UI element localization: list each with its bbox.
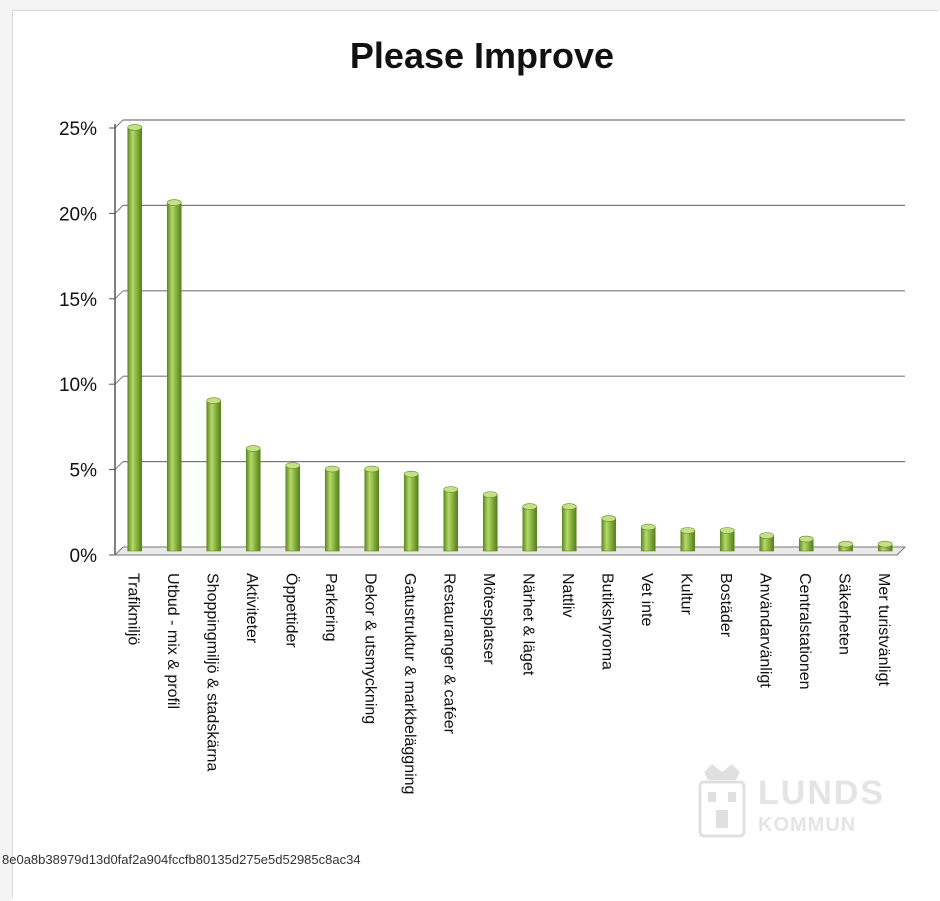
- bar: [561, 506, 577, 552]
- chart-title: Please Improve: [350, 35, 614, 76]
- bar-cap: [206, 397, 222, 404]
- axes: [109, 124, 907, 556]
- y-tick-labels: 0% 5% 10% 15% 20% 25%: [59, 119, 97, 567]
- x-tick-label: Kultur: [678, 573, 695, 615]
- frame-top-edge: [0, 0, 940, 10]
- crest-icon: [698, 764, 746, 838]
- x-tick-label: Shoppingmiljö & stadskärna: [204, 573, 221, 771]
- x-tick-label: Vet inte: [638, 573, 655, 626]
- bar-cap: [561, 503, 577, 510]
- chart-frame: [12, 10, 938, 898]
- x-tick-label: Centralstationen: [796, 573, 813, 690]
- x-tick-label: Nattliv: [559, 573, 576, 617]
- y-tick-label: 0%: [70, 546, 98, 567]
- y-tick-label: 5%: [70, 461, 98, 482]
- bar: [324, 468, 340, 552]
- bar: [245, 448, 261, 552]
- bar-cap: [759, 532, 775, 539]
- bar-cap: [838, 540, 854, 548]
- bar-cap: [640, 523, 656, 531]
- bar-cap: [877, 540, 893, 548]
- bar: [403, 473, 419, 552]
- x-tick-label: Restauranger & caféer: [441, 573, 458, 735]
- watermark-hash: 8e0a8b38979d13d0faf2a904fccfb80135d275e5…: [2, 852, 361, 867]
- bar-cap: [324, 465, 340, 473]
- x-tick-label: Parkering: [322, 573, 339, 641]
- x-tick-label: Mötesplatser: [480, 573, 497, 665]
- x-tick-label: Butikshyroma: [599, 573, 616, 670]
- x-tick-label: Säkerheten: [836, 573, 853, 655]
- gridline-corner: [114, 461, 124, 470]
- bar-cap: [680, 527, 696, 534]
- bar-cap: [522, 503, 538, 510]
- bar: [127, 127, 143, 552]
- logo-line2: KOMMUN: [758, 814, 857, 836]
- y-tick-label: 10%: [59, 375, 97, 396]
- bar-cap: [285, 462, 301, 469]
- bar: [285, 465, 301, 552]
- gridline-corner: [114, 375, 124, 385]
- bar: [443, 489, 459, 552]
- y-tick-label: 15%: [59, 290, 97, 311]
- x-tick-label: Aktiviteter: [243, 573, 260, 644]
- lunds-kommun-logo: LUNDS KOMMUN: [692, 760, 886, 855]
- bar: [640, 526, 656, 552]
- bar-cap: [482, 491, 498, 498]
- frame-left-edge: [0, 0, 12, 901]
- x-tick-label: Dekor & utsmyckning: [362, 573, 379, 724]
- x-tick-label: Mer turistvänligt: [875, 573, 892, 686]
- bar-cap: [166, 199, 182, 206]
- bar-cap: [127, 124, 143, 131]
- bar: [166, 202, 182, 552]
- x-tick-label: Utbud - mix & profil: [164, 573, 181, 709]
- x-tick-label: Bostäder: [717, 573, 734, 638]
- gridline-corner: [114, 205, 124, 214]
- bar: [522, 506, 538, 552]
- gridline-corner: [114, 290, 124, 300]
- x-tick-label: Trafikmiljö: [125, 573, 142, 645]
- bars: [127, 124, 893, 552]
- gridline-corner: [114, 119, 124, 129]
- bar-cap: [245, 445, 261, 452]
- bar-cap: [719, 527, 735, 534]
- bar-cap: [798, 535, 814, 543]
- x-tick-label: Närhet & läget: [520, 573, 537, 676]
- x-tick-labels: Trafikmiljö Utbud - mix & profil Shoppingm…: [125, 573, 893, 794]
- bar: [206, 400, 222, 552]
- bar: [601, 518, 617, 552]
- bar: [482, 494, 498, 552]
- chart-floor: [113, 546, 907, 556]
- bar-cap: [443, 486, 459, 493]
- bar: [364, 468, 380, 552]
- x-tick-label: Gatustruktur & markbeläggning: [401, 573, 418, 794]
- x-tick-label: Användarvänligt: [757, 573, 774, 688]
- bar-cap: [601, 515, 617, 522]
- y-tick-label: 25%: [59, 119, 97, 140]
- y-tick-label: 20%: [59, 204, 97, 225]
- x-tick-label: Öppettider: [283, 573, 301, 648]
- logo-line1: LUNDS: [758, 774, 886, 812]
- bar-cap: [364, 465, 380, 473]
- gridlines: [114, 119, 905, 470]
- bar-cap: [403, 470, 419, 478]
